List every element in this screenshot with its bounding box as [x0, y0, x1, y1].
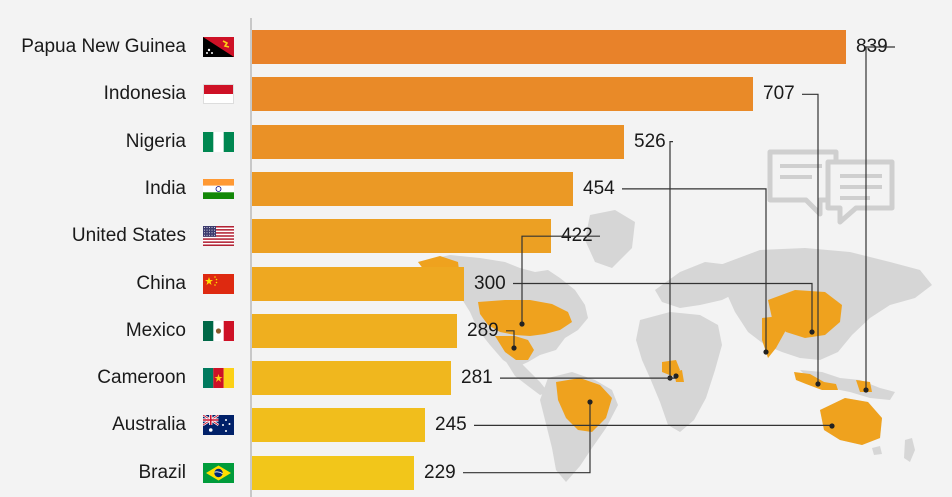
bar-indonesia — [252, 77, 753, 112]
category-label-brazil: Brazil — [138, 461, 186, 483]
leader-line-indonesia — [802, 93, 819, 384]
map-dot-united-states — [519, 321, 525, 327]
flag-indonesia-icon — [203, 84, 234, 105]
map-dot-australia — [829, 423, 835, 429]
leader-line-brazil — [463, 402, 591, 474]
bar-india — [252, 171, 573, 206]
value-label-mexico: 289 — [467, 319, 499, 341]
leader-line-mexico — [506, 330, 515, 348]
category-label-china: China — [136, 272, 186, 294]
flag-australia-icon — [203, 415, 234, 436]
value-label-cameroon: 281 — [461, 367, 493, 389]
category-label-papua-new-guinea: Papua New Guinea — [21, 36, 186, 57]
category-label-cameroon: Cameroon — [97, 367, 186, 389]
bar-united-states — [252, 219, 551, 254]
map-dot-papua-new-guinea — [863, 387, 869, 393]
leader-line-india — [622, 188, 767, 352]
flag-china-icon — [203, 273, 234, 294]
flag-cameroon-icon — [203, 368, 234, 389]
map-dot-cameroon — [673, 373, 679, 379]
category-label-mexico: Mexico — [125, 319, 186, 341]
value-label-indonesia: 707 — [763, 83, 795, 105]
map-dot-indonesia — [815, 381, 821, 387]
bar-papua-new-guinea — [252, 30, 846, 64]
flag-brazil-icon — [203, 462, 234, 483]
category-label-australia: Australia — [112, 414, 186, 436]
y-axis-line — [250, 18, 252, 497]
value-label-australia: 245 — [435, 414, 467, 436]
map-dot-china — [809, 329, 815, 335]
bar-australia — [252, 408, 425, 443]
map-dot-india — [763, 349, 769, 355]
value-label-brazil: 229 — [424, 461, 456, 483]
category-label-india: India — [144, 177, 186, 199]
leader-line-united-states — [521, 235, 600, 324]
leader-line-papua-new-guinea — [865, 46, 895, 390]
bar-mexico — [252, 313, 457, 348]
value-label-india: 454 — [583, 177, 615, 199]
category-label-nigeria: Nigeria — [125, 130, 186, 152]
flag-mexico-icon — [203, 320, 234, 341]
leader-line-china — [513, 282, 813, 332]
value-label-china: 300 — [474, 272, 506, 294]
map-dot-mexico — [511, 345, 517, 351]
bar-china — [252, 266, 464, 301]
flag-india-icon — [203, 178, 234, 199]
category-label-united-states: United States — [71, 225, 186, 247]
bar-brazil — [252, 455, 414, 490]
leader-line-cameroon — [500, 376, 677, 379]
value-label-nigeria: 526 — [634, 130, 666, 152]
bar-nigeria — [252, 124, 624, 159]
flag-united-states-icon — [203, 226, 234, 247]
leader-line-australia — [474, 424, 833, 426]
leader-line-nigeria — [669, 141, 673, 378]
bar-cameroon — [252, 361, 451, 396]
flag-nigeria-icon — [203, 131, 234, 152]
category-label-indonesia: Indonesia — [103, 83, 186, 105]
flag-papua-new-guinea-icon — [203, 37, 234, 57]
map-dot-brazil — [587, 399, 593, 405]
